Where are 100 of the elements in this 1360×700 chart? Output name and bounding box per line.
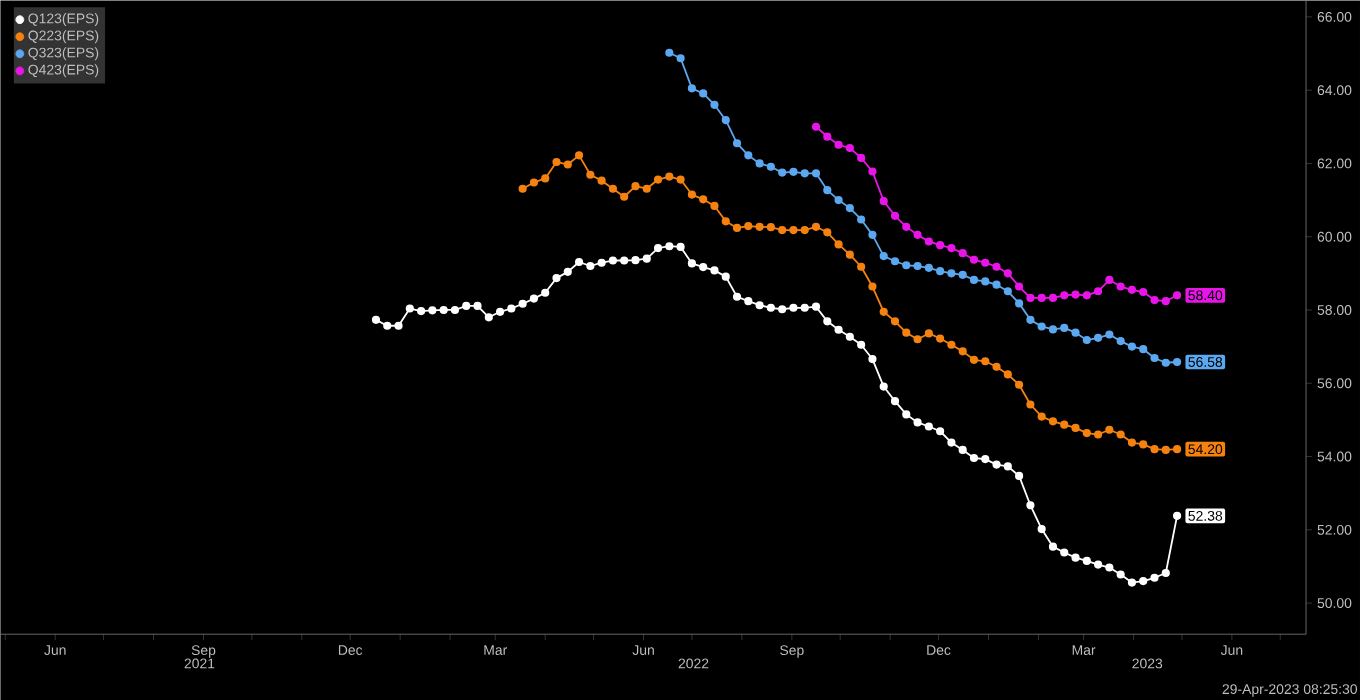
point	[631, 181, 640, 191]
point	[699, 195, 708, 204]
point	[1116, 336, 1125, 346]
point	[721, 217, 730, 226]
point	[687, 84, 696, 93]
point	[1127, 285, 1137, 294]
point	[541, 174, 550, 183]
point	[936, 266, 945, 276]
point	[958, 249, 967, 258]
point	[1150, 353, 1159, 362]
point	[755, 222, 764, 231]
point	[766, 162, 775, 171]
point	[913, 335, 922, 344]
point	[913, 230, 922, 239]
point	[1172, 357, 1182, 366]
point	[800, 225, 809, 235]
point	[947, 243, 956, 253]
point	[936, 334, 945, 343]
point	[1139, 345, 1148, 354]
point	[1150, 445, 1159, 454]
point	[1026, 293, 1035, 302]
point	[778, 168, 787, 177]
point	[1060, 323, 1069, 332]
point	[823, 185, 832, 195]
point	[732, 139, 742, 148]
point	[981, 357, 990, 366]
point	[687, 190, 696, 199]
point	[789, 167, 798, 176]
point	[811, 122, 821, 131]
point	[665, 172, 674, 181]
point	[811, 222, 821, 231]
point	[1026, 400, 1035, 409]
point	[902, 261, 911, 270]
point	[1161, 297, 1170, 306]
point	[755, 159, 764, 168]
point	[1015, 282, 1024, 291]
point	[1082, 428, 1091, 438]
point	[1082, 335, 1091, 345]
point	[845, 143, 854, 153]
point	[665, 48, 674, 57]
point	[800, 169, 809, 178]
point	[1094, 333, 1103, 342]
point	[890, 211, 900, 220]
point	[1161, 445, 1170, 454]
point	[969, 255, 979, 264]
point	[857, 215, 866, 224]
point	[1105, 425, 1114, 434]
point	[1116, 282, 1125, 291]
point	[721, 116, 730, 125]
point	[992, 262, 1001, 271]
point	[868, 230, 877, 239]
point	[902, 328, 911, 337]
point	[1094, 430, 1103, 439]
point	[981, 258, 990, 267]
point	[518, 184, 527, 193]
point	[890, 257, 900, 266]
point	[710, 100, 719, 109]
point	[1060, 291, 1069, 300]
point	[992, 362, 1001, 371]
point	[778, 225, 787, 235]
point	[834, 140, 843, 149]
point	[552, 157, 561, 166]
point	[1161, 358, 1170, 367]
point	[1071, 328, 1080, 337]
point	[834, 195, 843, 205]
point	[823, 228, 832, 237]
point	[608, 184, 618, 193]
point	[958, 347, 967, 356]
point	[868, 282, 877, 291]
point	[766, 222, 775, 232]
point	[574, 151, 584, 160]
point	[890, 317, 900, 326]
point	[1071, 423, 1080, 432]
point	[992, 280, 1001, 289]
point	[1094, 287, 1103, 296]
point	[1003, 287, 1012, 296]
point	[1105, 275, 1114, 284]
point	[699, 89, 708, 98]
point	[597, 176, 606, 185]
point	[879, 251, 888, 261]
point	[981, 277, 990, 286]
point	[823, 132, 832, 141]
point	[620, 192, 629, 201]
point	[857, 153, 866, 162]
point	[642, 184, 651, 193]
point	[676, 54, 685, 63]
point	[1105, 330, 1114, 339]
point	[744, 221, 753, 231]
point	[1048, 293, 1058, 302]
point	[1026, 315, 1035, 324]
point	[947, 269, 956, 278]
point	[789, 225, 798, 235]
point	[710, 201, 719, 210]
point	[913, 261, 922, 271]
point	[845, 203, 854, 213]
point	[676, 175, 685, 184]
point	[902, 222, 911, 231]
point	[1003, 370, 1012, 379]
point	[732, 223, 742, 232]
point	[1071, 290, 1080, 299]
